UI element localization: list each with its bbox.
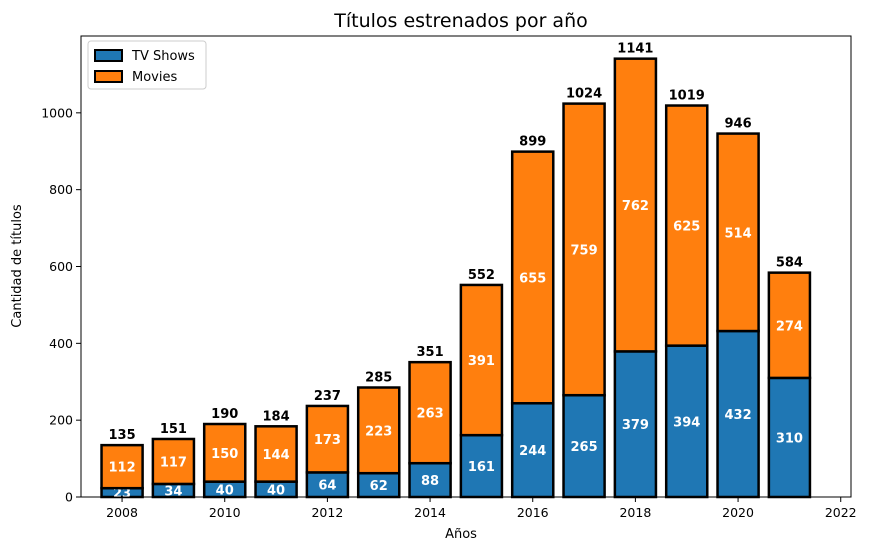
bar-movies bbox=[305, 404, 350, 474]
bar-total-label: 552 bbox=[468, 268, 495, 283]
bar-movies bbox=[100, 443, 144, 490]
bar-tv-shows bbox=[305, 471, 350, 499]
x-tick-label: 2010 bbox=[209, 505, 241, 520]
bar-movies bbox=[356, 386, 401, 475]
bar-label-tv-shows: 265 bbox=[570, 440, 597, 455]
bar-movies bbox=[151, 437, 196, 486]
bar-total-label: 1019 bbox=[669, 89, 705, 104]
bar-label-movies: 514 bbox=[724, 226, 751, 241]
x-tick-label: 2008 bbox=[106, 505, 138, 520]
bar-label-movies: 762 bbox=[622, 199, 649, 214]
y-tick-label: 400 bbox=[49, 336, 73, 351]
bar-total-label: 184 bbox=[262, 409, 289, 424]
bar-label-movies: 173 bbox=[314, 433, 341, 448]
x-axis-title: Años bbox=[445, 527, 477, 542]
y-tick-label: 1000 bbox=[41, 105, 73, 120]
plot-area: 23 112 135 34 117 151 40 150 190 40 144 184 64 173 237… bbox=[41, 35, 857, 520]
bar-label-movies: 655 bbox=[519, 271, 546, 286]
bar-total-label: 135 bbox=[108, 428, 135, 443]
bar-total-label: 351 bbox=[416, 345, 443, 360]
bar-tv-shows bbox=[408, 461, 452, 499]
y-tick-label: 200 bbox=[49, 413, 73, 428]
bar-label-tv-shows: 88 bbox=[421, 474, 439, 489]
x-tick-label: 2016 bbox=[517, 505, 549, 520]
chart-title: Títulos estrenados por año bbox=[333, 10, 588, 32]
bar-movies bbox=[408, 360, 452, 465]
bar-total-label: 946 bbox=[724, 117, 751, 132]
bar-label-movies: 625 bbox=[673, 220, 700, 235]
bar-total-label: 1141 bbox=[617, 42, 653, 57]
bar-total-label: 584 bbox=[776, 256, 803, 271]
bar-label-tv-shows: 310 bbox=[776, 431, 803, 446]
bar-label-movies: 112 bbox=[108, 461, 135, 476]
bar-movies bbox=[562, 102, 606, 397]
bar-movies bbox=[664, 104, 709, 347]
bar-total-label: 190 bbox=[211, 407, 238, 422]
bar-label-tv-shows: 64 bbox=[318, 479, 336, 494]
bar-movies bbox=[716, 132, 760, 333]
bar-movies bbox=[510, 150, 555, 405]
bar-label-tv-shows: 379 bbox=[622, 418, 649, 433]
y-tick-label: 0 bbox=[65, 490, 73, 505]
bar-label-movies: 391 bbox=[468, 354, 495, 369]
x-tick-label: 2020 bbox=[722, 505, 754, 520]
bar-label-movies: 263 bbox=[416, 407, 443, 422]
legend-swatch-tv-shows bbox=[94, 49, 123, 62]
x-tick-label: 2014 bbox=[414, 505, 446, 520]
y-tick-label: 800 bbox=[49, 182, 73, 197]
bar-label-movies: 117 bbox=[160, 455, 187, 470]
bar-label-movies: 759 bbox=[570, 243, 597, 258]
bar-total-label: 151 bbox=[160, 422, 187, 437]
bar-label-movies: 274 bbox=[776, 319, 803, 334]
x-tick-label: 2018 bbox=[619, 505, 651, 520]
y-tick-label: 600 bbox=[49, 259, 73, 274]
legend-swatch-movies bbox=[94, 70, 123, 83]
bar-label-movies: 223 bbox=[365, 424, 392, 439]
x-tick-label: 2012 bbox=[311, 505, 343, 520]
bar-label-movies: 144 bbox=[262, 448, 289, 463]
legend-label-tv-shows: TV Shows bbox=[131, 49, 195, 64]
bar-total-label: 285 bbox=[365, 371, 392, 386]
bar-movies bbox=[613, 57, 658, 353]
bar-movies bbox=[459, 283, 504, 437]
bar-label-tv-shows: 394 bbox=[673, 415, 700, 430]
bar-total-label: 899 bbox=[519, 135, 546, 150]
bar-label-tv-shows: 62 bbox=[370, 479, 388, 494]
bar-movies bbox=[767, 271, 812, 380]
bar-label-tv-shows: 34 bbox=[164, 484, 182, 499]
x-tick-label: 2022 bbox=[825, 505, 857, 520]
bar-movies bbox=[254, 425, 298, 483]
bar-label-tv-shows: 244 bbox=[519, 444, 546, 459]
bar-total-label: 237 bbox=[314, 389, 341, 404]
bar-label-tv-shows: 23 bbox=[113, 487, 131, 502]
bar-tv-shows bbox=[613, 350, 658, 499]
bar-movies bbox=[202, 422, 247, 483]
bar-label-tv-shows: 161 bbox=[468, 460, 495, 475]
bar-label-movies: 150 bbox=[211, 447, 238, 462]
bar-label-tv-shows: 40 bbox=[267, 483, 285, 498]
bar-total-label: 1024 bbox=[566, 87, 602, 102]
y-axis-title: Cantidad de títulos bbox=[10, 204, 25, 328]
bar-label-tv-shows: 432 bbox=[724, 408, 751, 423]
bar-label-tv-shows: 40 bbox=[216, 483, 234, 498]
legend-label-movies: Movies bbox=[132, 70, 177, 85]
